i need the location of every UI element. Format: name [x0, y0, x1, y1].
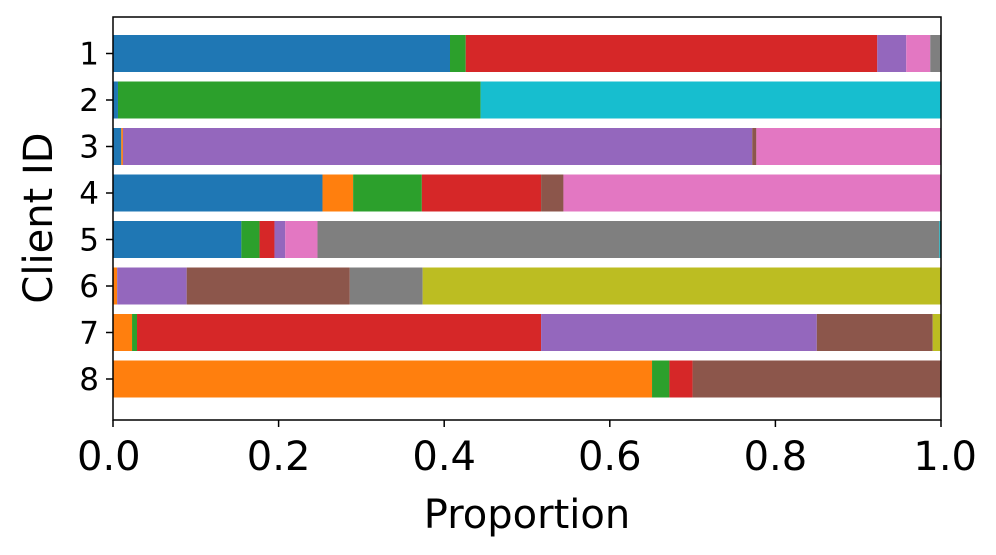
bar-client-6-series-4	[117, 267, 187, 305]
x-axis-label: Proportion	[424, 492, 630, 538]
y-tick-label: 7	[79, 316, 99, 352]
bar-client-2-series-2	[117, 81, 481, 119]
bar-client-7-series-1	[113, 314, 133, 351]
x-tick-label: 0.8	[744, 434, 808, 480]
y-tick-label: 2	[79, 83, 99, 119]
x-tick-label: 0.6	[578, 434, 642, 480]
bar-client-4-series-0	[113, 174, 323, 212]
bar-client-7-series-5	[816, 314, 933, 351]
y-tick-label: 5	[79, 223, 99, 259]
bar-client-5-series-6	[285, 221, 318, 258]
bar-client-4-series-6	[563, 174, 941, 212]
bar-client-4-series-3	[421, 174, 542, 212]
bar-client-1-series-4	[877, 35, 907, 72]
bar-client-7-series-8	[932, 314, 941, 351]
bar-client-2-series-9	[480, 81, 941, 119]
y-ticks-group: 1 2 3 4 5 6 7 8	[79, 37, 113, 398]
bar-client-7-series-2	[132, 314, 138, 351]
y-axis-label: Client ID	[16, 132, 62, 303]
bars-group	[113, 35, 941, 398]
bar-client-1-series-3	[465, 35, 878, 72]
bar-client-8-series-5	[692, 360, 941, 398]
bar-client-1-series-7	[930, 35, 941, 72]
bar-client-4-series-2	[353, 174, 422, 212]
y-tick-label: 6	[79, 269, 99, 305]
y-tick-label: 4	[79, 176, 99, 212]
x-tick-label: 1.0	[913, 434, 977, 480]
bar-client-4-series-5	[541, 174, 564, 212]
bar-client-1-series-6	[906, 35, 931, 72]
y-tick-label: 8	[79, 362, 99, 398]
bar-client-6-series-1	[113, 267, 118, 305]
bar-client-5-series-9	[939, 221, 941, 258]
bar-client-3-series-5	[752, 128, 757, 165]
y-tick-label: 1	[79, 37, 99, 73]
bar-client-2-series-0	[113, 81, 118, 119]
bar-client-5-series-7	[317, 221, 940, 258]
x-tick-label: 0.0	[77, 434, 141, 480]
bar-client-6-series-8	[422, 267, 941, 305]
x-ticks-group: 0.0 0.2 0.4 0.6 0.8 1.0	[77, 420, 977, 480]
bar-client-7-series-3	[137, 314, 542, 351]
bar-client-1-series-2	[450, 35, 466, 72]
bar-client-3-series-1	[121, 128, 123, 165]
bar-client-5-series-4	[274, 221, 286, 258]
bar-client-8-series-1	[113, 360, 653, 398]
bar-client-6-series-5	[186, 267, 350, 305]
bar-client-7-series-4	[541, 314, 817, 351]
bar-client-3-series-0	[113, 128, 122, 165]
bar-client-6-series-7	[349, 267, 423, 305]
bar-client-5-series-0	[113, 221, 242, 258]
bar-client-8-series-3	[669, 360, 693, 398]
bar-client-4-series-1	[322, 174, 354, 212]
y-tick-label: 3	[79, 130, 99, 166]
bar-client-3-series-4	[122, 128, 753, 165]
bar-client-8-series-2	[652, 360, 670, 398]
bar-client-3-series-6	[756, 128, 941, 165]
bar-client-1-series-0	[113, 35, 450, 72]
bar-client-5-series-3	[259, 221, 275, 258]
x-tick-label: 0.2	[247, 434, 311, 480]
x-tick-label: 0.4	[412, 434, 476, 480]
axes-frame	[112, 16, 942, 421]
bar-client-5-series-2	[241, 221, 260, 258]
